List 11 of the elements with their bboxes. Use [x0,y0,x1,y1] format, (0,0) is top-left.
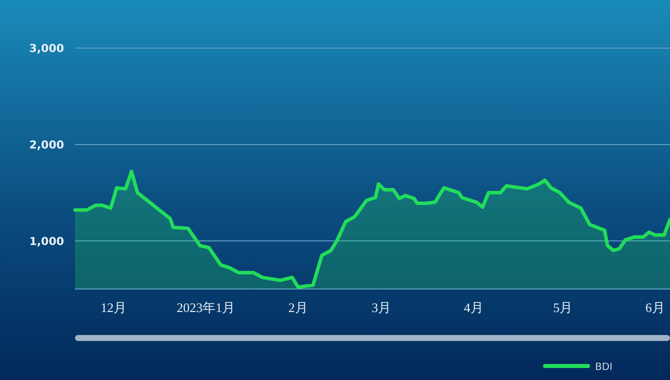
x-tick-label: 2月 [288,300,308,315]
y-tick-label: 3,000 [29,42,64,56]
x-tick-label: 5月 [553,300,573,315]
x-tick-label: 12月 [100,300,127,315]
x-tick-label: 4月 [464,300,484,315]
legend-label: BDI [595,362,613,373]
y-tick-label: 1,000 [29,234,64,248]
x-tick-label: 3月 [372,300,392,315]
x-tick-label: 2023年1月 [176,300,236,315]
x-tick-label: 6月 [645,300,665,315]
y-tick-label: 2,000 [29,138,64,152]
